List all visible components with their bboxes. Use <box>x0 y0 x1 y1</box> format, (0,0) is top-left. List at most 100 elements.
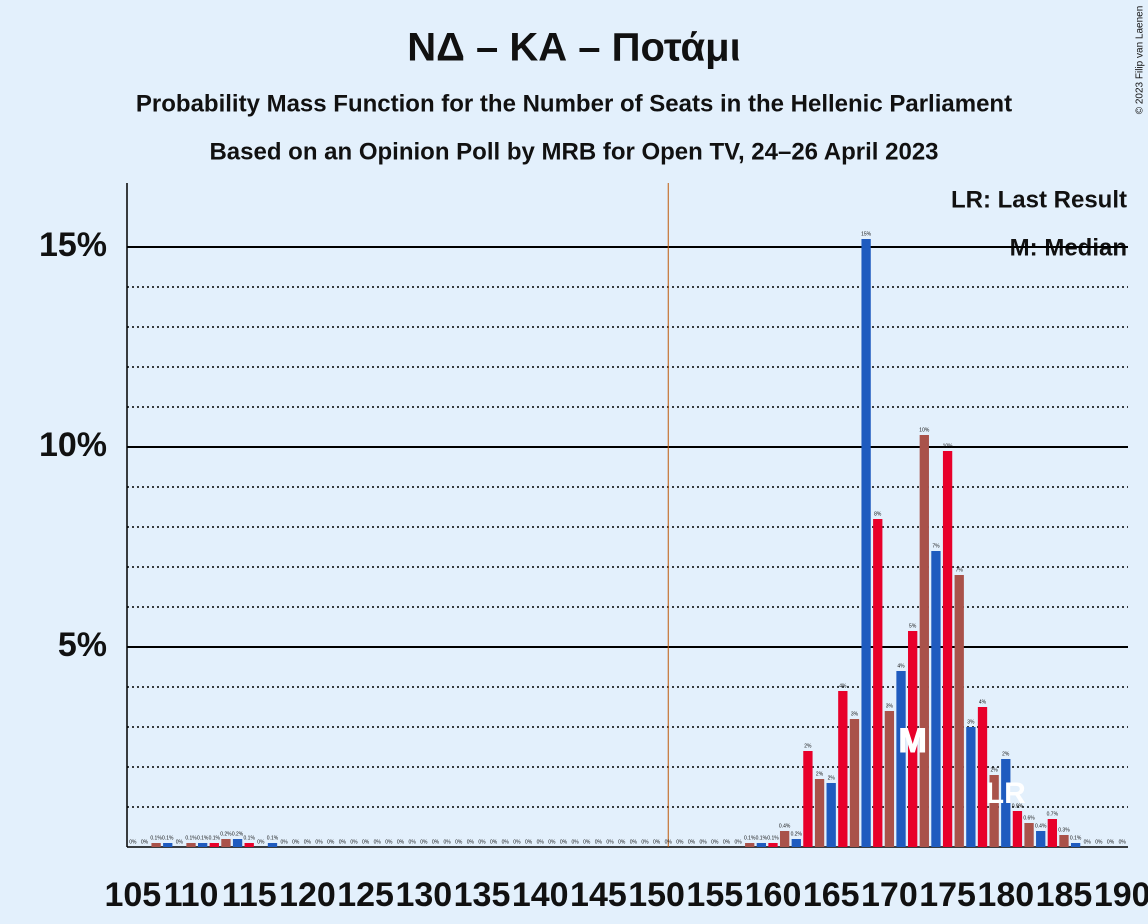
bar <box>826 783 836 847</box>
bar <box>1070 843 1081 847</box>
value-label: 0% <box>257 839 265 845</box>
bar <box>896 671 906 847</box>
bar <box>908 631 918 847</box>
bar <box>919 435 929 847</box>
value-label: 0% <box>176 839 184 845</box>
value-label: 0% <box>432 839 440 845</box>
value-label: 0.9% <box>1012 803 1024 809</box>
value-label: 2% <box>816 771 824 777</box>
value-label: 4% <box>897 663 905 669</box>
bar <box>1012 811 1023 847</box>
value-label: 0% <box>350 839 358 845</box>
value-label: 0% <box>548 839 556 845</box>
x-tick-label: 125 <box>337 876 394 914</box>
y-tick-label: 15% <box>39 226 107 264</box>
value-label: 2% <box>804 743 812 749</box>
value-label: 0.1% <box>209 835 221 841</box>
bar <box>966 727 976 847</box>
value-label: 0% <box>653 839 661 845</box>
value-label: 0% <box>711 839 719 845</box>
value-label: 0% <box>665 839 673 845</box>
value-label: 7% <box>932 543 940 549</box>
value-label: 0% <box>443 839 451 845</box>
bar <box>198 843 208 847</box>
value-label: 0% <box>560 839 568 845</box>
value-label: 0% <box>397 839 405 845</box>
x-tick-label: 155 <box>686 876 743 914</box>
x-tick-label: 115 <box>222 876 277 914</box>
x-tick-label: 175 <box>919 876 976 914</box>
x-tick-label: 165 <box>803 876 860 914</box>
value-label: 0% <box>734 839 742 845</box>
value-label: 2% <box>828 775 836 781</box>
value-label: 0% <box>676 839 684 845</box>
value-label: 10% <box>919 427 930 433</box>
value-label: 0% <box>362 839 370 845</box>
value-label: 0% <box>502 839 510 845</box>
value-label: 0% <box>525 839 533 845</box>
value-label: 0.1% <box>150 835 162 841</box>
x-tick-label: 105 <box>104 876 161 914</box>
bar <box>873 519 883 847</box>
last-result-marker: LR <box>986 777 1026 810</box>
bar <box>221 839 231 847</box>
value-label: 0.2% <box>220 831 232 837</box>
bar <box>814 779 825 847</box>
value-label: 4% <box>979 699 987 705</box>
chart-subtitle: Based on an Opinion Poll by MRB for Open… <box>209 138 938 165</box>
value-label: 10% <box>943 443 954 449</box>
x-tick-label: 130 <box>395 876 452 914</box>
value-label: 0.1% <box>756 835 768 841</box>
value-label: 0.1% <box>244 835 256 841</box>
bar <box>1024 823 1034 847</box>
value-label: 0% <box>467 839 475 845</box>
value-label: 0% <box>339 839 347 845</box>
value-label: 0% <box>490 839 498 845</box>
bar <box>186 843 196 847</box>
x-tick-label: 150 <box>628 876 685 914</box>
bar <box>942 451 953 847</box>
bar <box>838 691 848 847</box>
value-label: 0% <box>129 839 137 845</box>
value-label: 0% <box>537 839 545 845</box>
bar <box>756 843 767 847</box>
x-tick-label: 180 <box>977 876 1034 914</box>
chart-title: ΝΔ – ΚΑ – Ποτάμι <box>407 26 740 70</box>
bar <box>768 843 778 847</box>
value-label: 0.6% <box>1023 815 1035 821</box>
copyright: © 2023 Filip van Laenen <box>1135 6 1146 115</box>
x-tick-label: 140 <box>512 876 569 914</box>
value-label: 0% <box>513 839 521 845</box>
x-tick-label: 185 <box>1036 876 1093 914</box>
value-label: 2% <box>991 767 999 773</box>
bar <box>989 775 999 847</box>
value-label: 8% <box>874 511 882 517</box>
x-tick-label: 110 <box>164 876 219 914</box>
bar <box>849 719 860 847</box>
bar <box>1047 819 1057 847</box>
value-label: 0.2% <box>232 831 244 837</box>
value-label: 0.2% <box>791 831 803 837</box>
value-label: 0% <box>572 839 580 845</box>
value-label: 0% <box>723 839 731 845</box>
bar <box>803 751 813 847</box>
value-label: 0.1% <box>1070 835 1082 841</box>
bar <box>977 707 988 847</box>
value-label: 0.3% <box>1058 827 1070 833</box>
x-tick-label: 145 <box>570 876 627 914</box>
x-tick-label: 160 <box>745 876 802 914</box>
bar <box>163 843 173 847</box>
y-tick-label: 10% <box>39 426 107 464</box>
value-label: 0% <box>420 839 428 845</box>
value-label: 3% <box>886 703 894 709</box>
value-label: 0% <box>618 839 626 845</box>
value-label: 15% <box>861 231 872 237</box>
value-label: 0% <box>141 839 149 845</box>
chart-subtitle: Probability Mass Function for the Number… <box>136 90 1012 117</box>
value-label: 0.7% <box>1047 811 1059 817</box>
x-tick-label: 170 <box>861 876 918 914</box>
bar <box>232 839 243 847</box>
value-label: 0% <box>630 839 638 845</box>
bar <box>931 551 941 847</box>
